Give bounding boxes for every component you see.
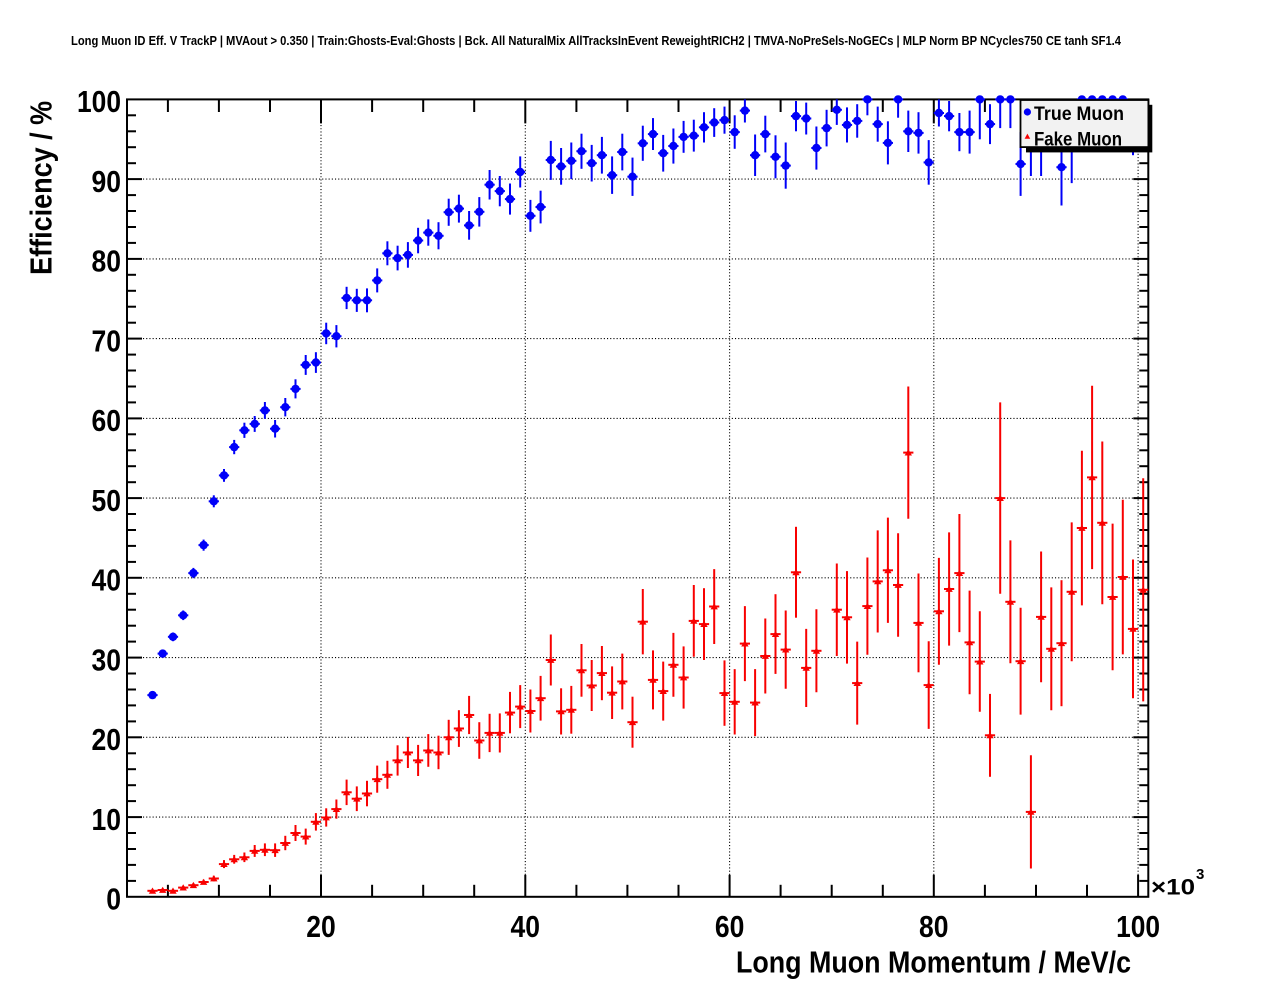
- svg-text:0: 0: [106, 882, 121, 917]
- svg-text:40: 40: [511, 909, 541, 944]
- svg-text:90: 90: [92, 164, 122, 199]
- svg-text:100: 100: [77, 84, 121, 119]
- svg-text:60: 60: [715, 909, 745, 944]
- svg-text:×10: ×10: [1151, 875, 1195, 900]
- svg-text:Efficiency / %: Efficiency / %: [24, 101, 59, 275]
- svg-text:20: 20: [306, 909, 336, 944]
- svg-text:40: 40: [92, 563, 122, 598]
- svg-text:100: 100: [1116, 909, 1160, 944]
- svg-text:Long Muon Momentum / MeV/c: Long Muon Momentum / MeV/c: [736, 945, 1131, 980]
- svg-text:80: 80: [919, 909, 949, 944]
- svg-text:Long Muon ID Eff. V TrackP | M: Long Muon ID Eff. V TrackP | MVAout > 0.…: [71, 33, 1122, 48]
- svg-text:20: 20: [92, 722, 122, 757]
- svg-text:60: 60: [92, 403, 122, 438]
- svg-text:10: 10: [92, 802, 122, 837]
- svg-text:30: 30: [92, 642, 122, 677]
- svg-text:80: 80: [92, 244, 122, 279]
- svg-text:50: 50: [92, 483, 122, 518]
- svg-text:70: 70: [92, 323, 122, 358]
- svg-text:Fake Muon: Fake Muon: [1034, 128, 1122, 150]
- svg-text:True Muon: True Muon: [1034, 103, 1124, 125]
- svg-text:3: 3: [1196, 866, 1204, 883]
